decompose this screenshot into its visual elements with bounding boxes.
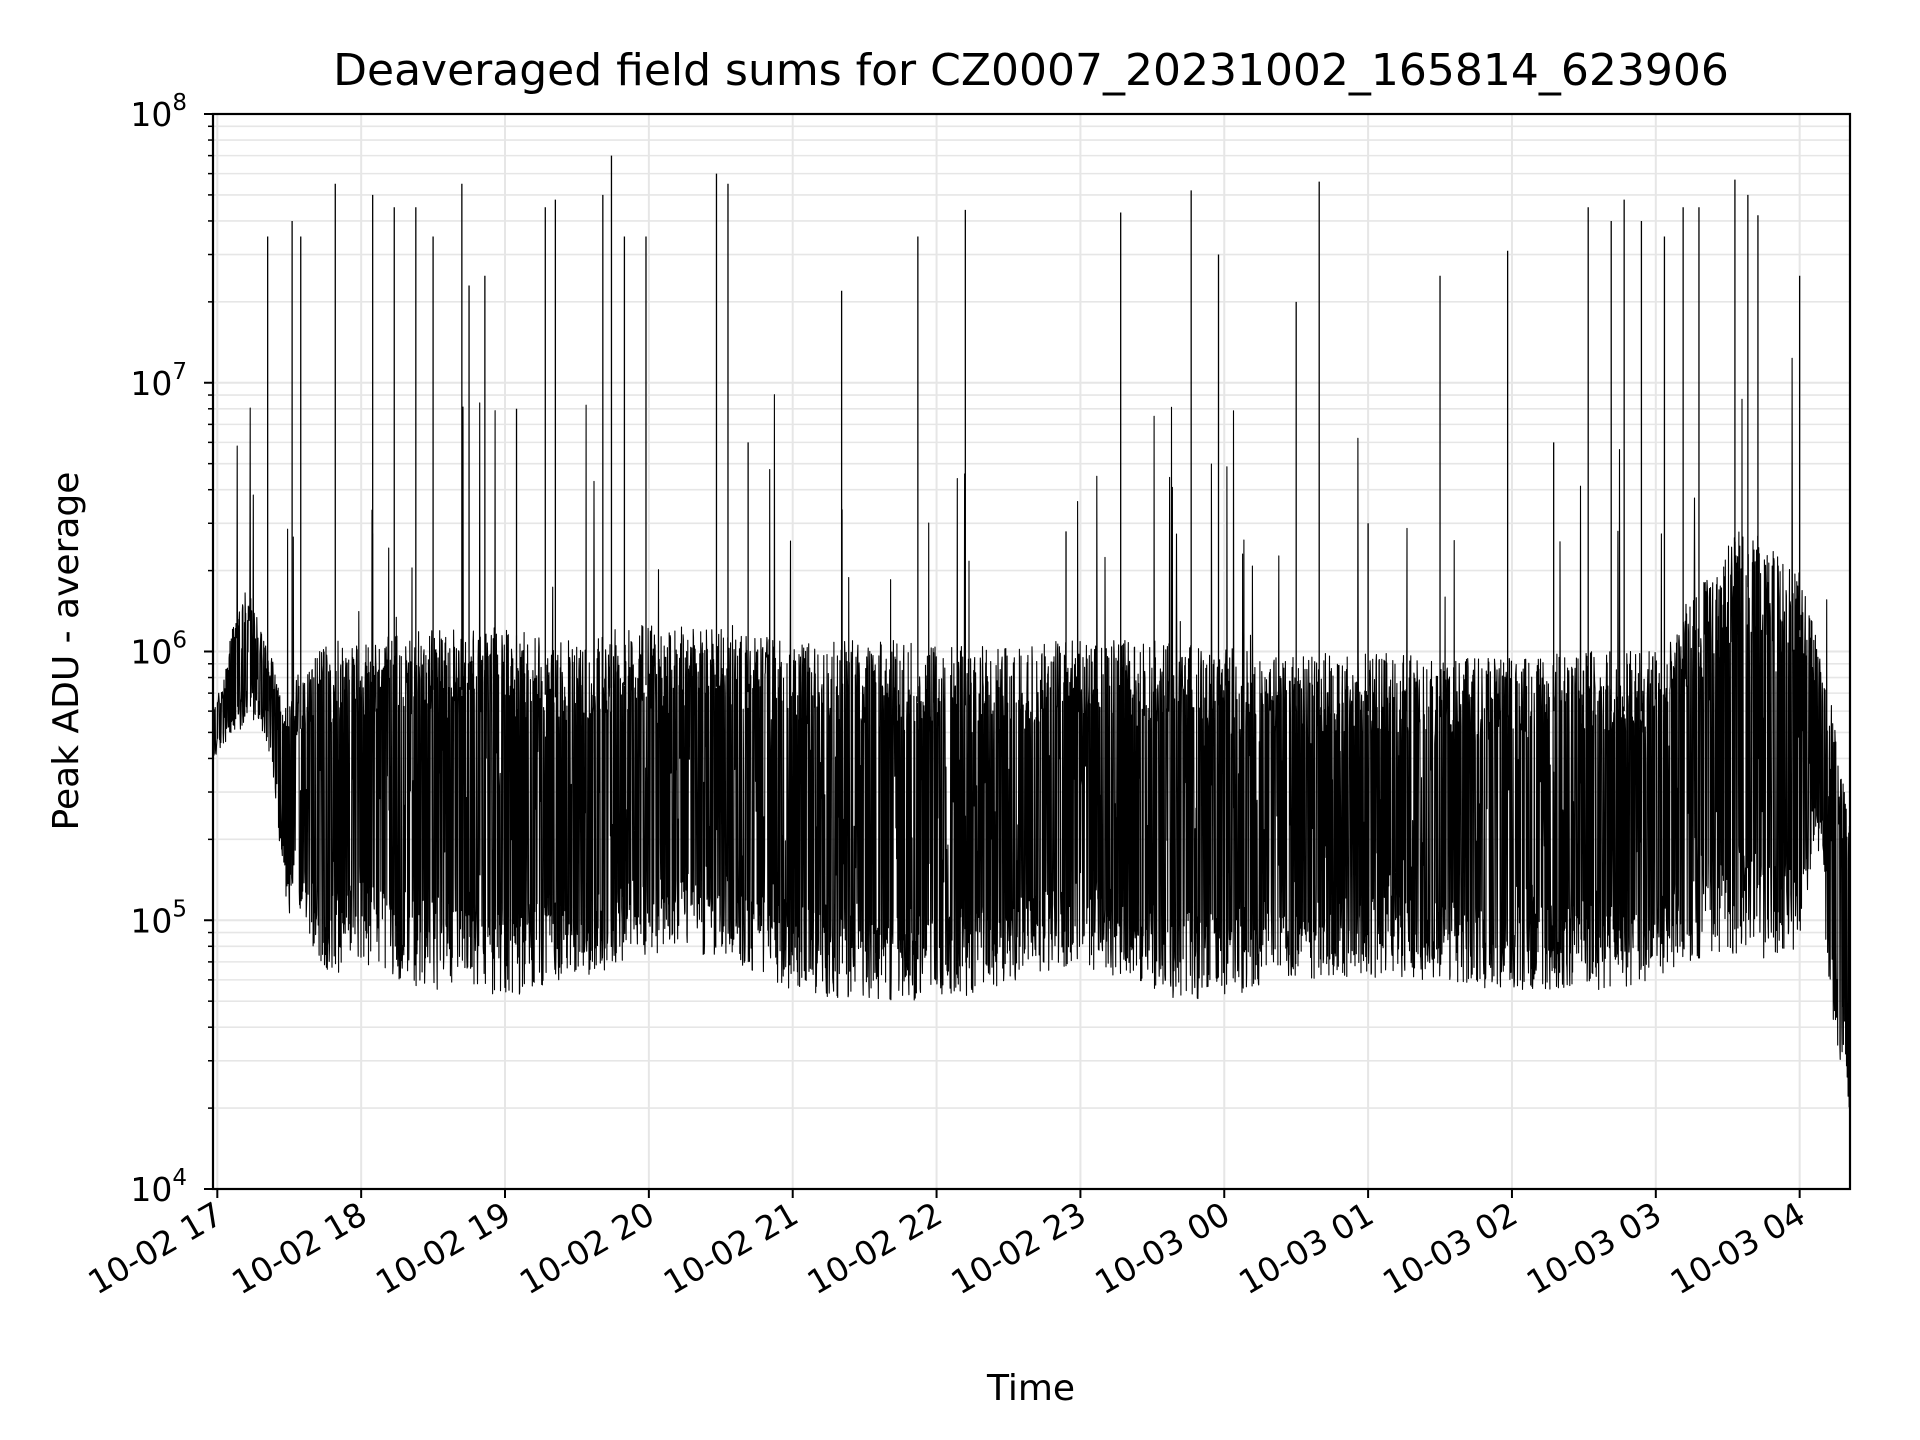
chart-title: Deaveraged field sums for CZ0007_2023100… [333, 45, 1729, 96]
series-line [212, 155, 1851, 1108]
x-axis-label: Time [986, 1368, 1075, 1409]
series-trace [212, 357, 1851, 1108]
y-axis-label: Peak ADU - average [46, 472, 87, 831]
